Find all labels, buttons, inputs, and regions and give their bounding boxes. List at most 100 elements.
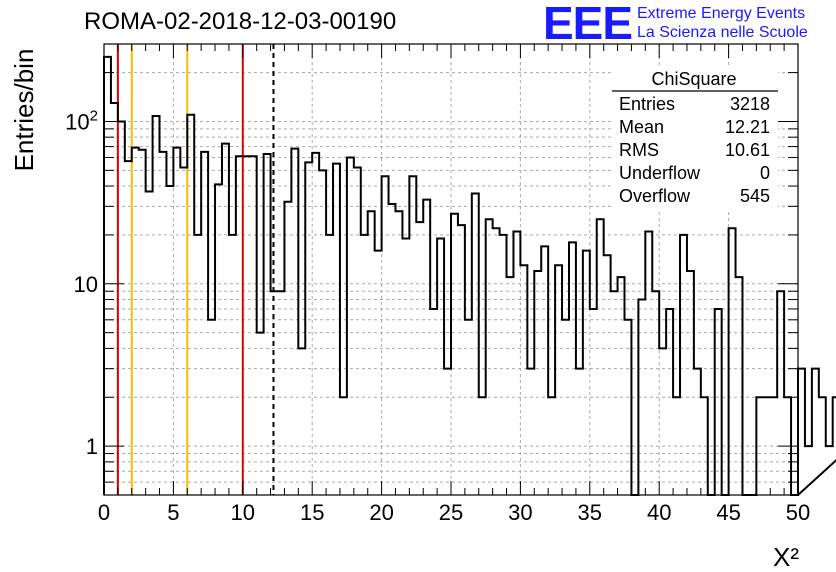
logo-subtitle-line1: Extreme Energy Events — [637, 5, 806, 22]
histogram-bin — [257, 333, 264, 495]
histogram-bin — [590, 309, 597, 495]
histogram-outline — [103, 55, 836, 496]
histogram-bin — [416, 222, 423, 495]
histogram-bin — [409, 176, 416, 495]
histogram-bin — [291, 149, 298, 495]
stats-value: 0 — [760, 163, 770, 183]
histogram-bin — [278, 291, 285, 495]
histogram-bin — [333, 164, 340, 495]
histogram-bin — [402, 239, 409, 495]
histogram-bin — [166, 186, 173, 495]
histogram-bin — [347, 157, 354, 495]
histogram-bin — [118, 121, 125, 495]
histogram-bin — [729, 228, 736, 495]
stats-label: Underflow — [619, 163, 701, 183]
axes: 0 5 10 15 20 25 30 35 40 45 50 1 10 102 — [65, 43, 810, 525]
histogram-bin — [423, 200, 430, 495]
histogram-bin — [659, 348, 666, 495]
histogram-bin — [437, 239, 444, 495]
histogram-bin — [694, 369, 701, 495]
histogram-bin — [527, 369, 534, 495]
histogram-bin — [271, 291, 278, 495]
histogram-bin — [715, 309, 722, 495]
stats-box: ChiSquare Entries 3218 Mean 12.21 RMS 10.61 Un… — [612, 66, 778, 212]
stats-label: Entries — [619, 94, 675, 114]
histogram-bin — [472, 193, 479, 495]
stats-value: 10.61 — [725, 140, 770, 160]
y-tick-label: 102 — [65, 107, 98, 134]
histogram-bin — [132, 148, 139, 495]
histogram-bin — [611, 291, 618, 495]
histogram-bin — [680, 235, 687, 495]
histogram-bin — [173, 148, 180, 495]
histogram-bin — [826, 446, 833, 495]
stats-value: 3218 — [730, 94, 770, 114]
histogram-bin — [104, 57, 111, 495]
histogram-bin — [187, 115, 194, 495]
histogram-bin — [125, 161, 132, 495]
histogram-bin — [666, 309, 673, 495]
histogram-bin — [444, 369, 451, 495]
histogram-bin — [153, 116, 160, 495]
stats-box-title: ChiSquare — [651, 69, 736, 89]
histogram-bin — [208, 320, 215, 495]
histogram-bin — [236, 156, 243, 495]
chart-title: ROMA-02-2018-12-03-00190 — [84, 8, 397, 35]
x-tick-label: 20 — [369, 500, 393, 525]
histogram-bin — [312, 153, 319, 495]
histogram-bin — [513, 231, 520, 495]
y-tick-label: 1 — [86, 434, 98, 459]
histogram-bin — [458, 225, 465, 495]
histogram-bin — [111, 103, 118, 495]
histogram-bin — [652, 291, 659, 495]
histogram-bin — [194, 235, 201, 495]
histogram-bin — [562, 320, 569, 495]
histogram-bin — [395, 211, 402, 495]
histogram-bin — [250, 156, 257, 495]
histogram-bin — [500, 235, 507, 495]
stats-label: Overflow — [619, 186, 691, 206]
histogram-bin — [368, 211, 375, 495]
histogram-bin — [382, 176, 389, 495]
histogram-bin — [625, 320, 632, 495]
reference-lines — [116, 44, 275, 495]
x-tick-label: 15 — [300, 500, 324, 525]
x-tick-label: 50 — [786, 500, 810, 525]
stats-label: RMS — [619, 140, 659, 160]
histogram-bin — [576, 369, 583, 495]
histogram-bin — [465, 320, 472, 495]
histogram-bin — [819, 397, 826, 495]
histogram-bin — [451, 214, 458, 495]
histogram-bin — [160, 152, 167, 495]
x-tick-label: 10 — [231, 500, 255, 525]
histogram-series — [103, 55, 836, 496]
x-axis-label: X² — [773, 542, 799, 572]
histogram-bin — [201, 152, 208, 495]
eee-logo: EEE — [543, 0, 633, 49]
histogram-bin — [583, 251, 590, 495]
logo-subtitle-line2: La Scienza nelle Scuole — [637, 24, 808, 41]
stats-value: 12.21 — [725, 117, 770, 137]
histogram-bin — [493, 228, 500, 495]
stats-value: 545 — [740, 186, 770, 206]
y-tick-label: 10 — [74, 272, 98, 297]
histogram-bin — [361, 235, 368, 495]
histogram-bin — [375, 251, 382, 495]
histogram-bin — [243, 156, 250, 495]
histogram-bin — [298, 348, 305, 495]
histogram-bin — [305, 162, 312, 495]
histogram-bin — [798, 369, 805, 495]
x-tick-label: 30 — [508, 500, 532, 525]
histogram-bin — [264, 154, 271, 495]
x-tick-label: 35 — [578, 500, 602, 525]
histogram-bin — [430, 309, 437, 495]
x-tick-label: 25 — [439, 500, 463, 525]
y-axis-label: Entries/bin — [9, 49, 39, 172]
x-tick-label: 45 — [716, 500, 740, 525]
stats-label: Mean — [619, 117, 664, 137]
histogram-bin — [389, 204, 396, 495]
x-tick-label: 0 — [98, 500, 110, 525]
x-tick-label: 5 — [167, 500, 179, 525]
histogram-bin — [139, 150, 146, 495]
